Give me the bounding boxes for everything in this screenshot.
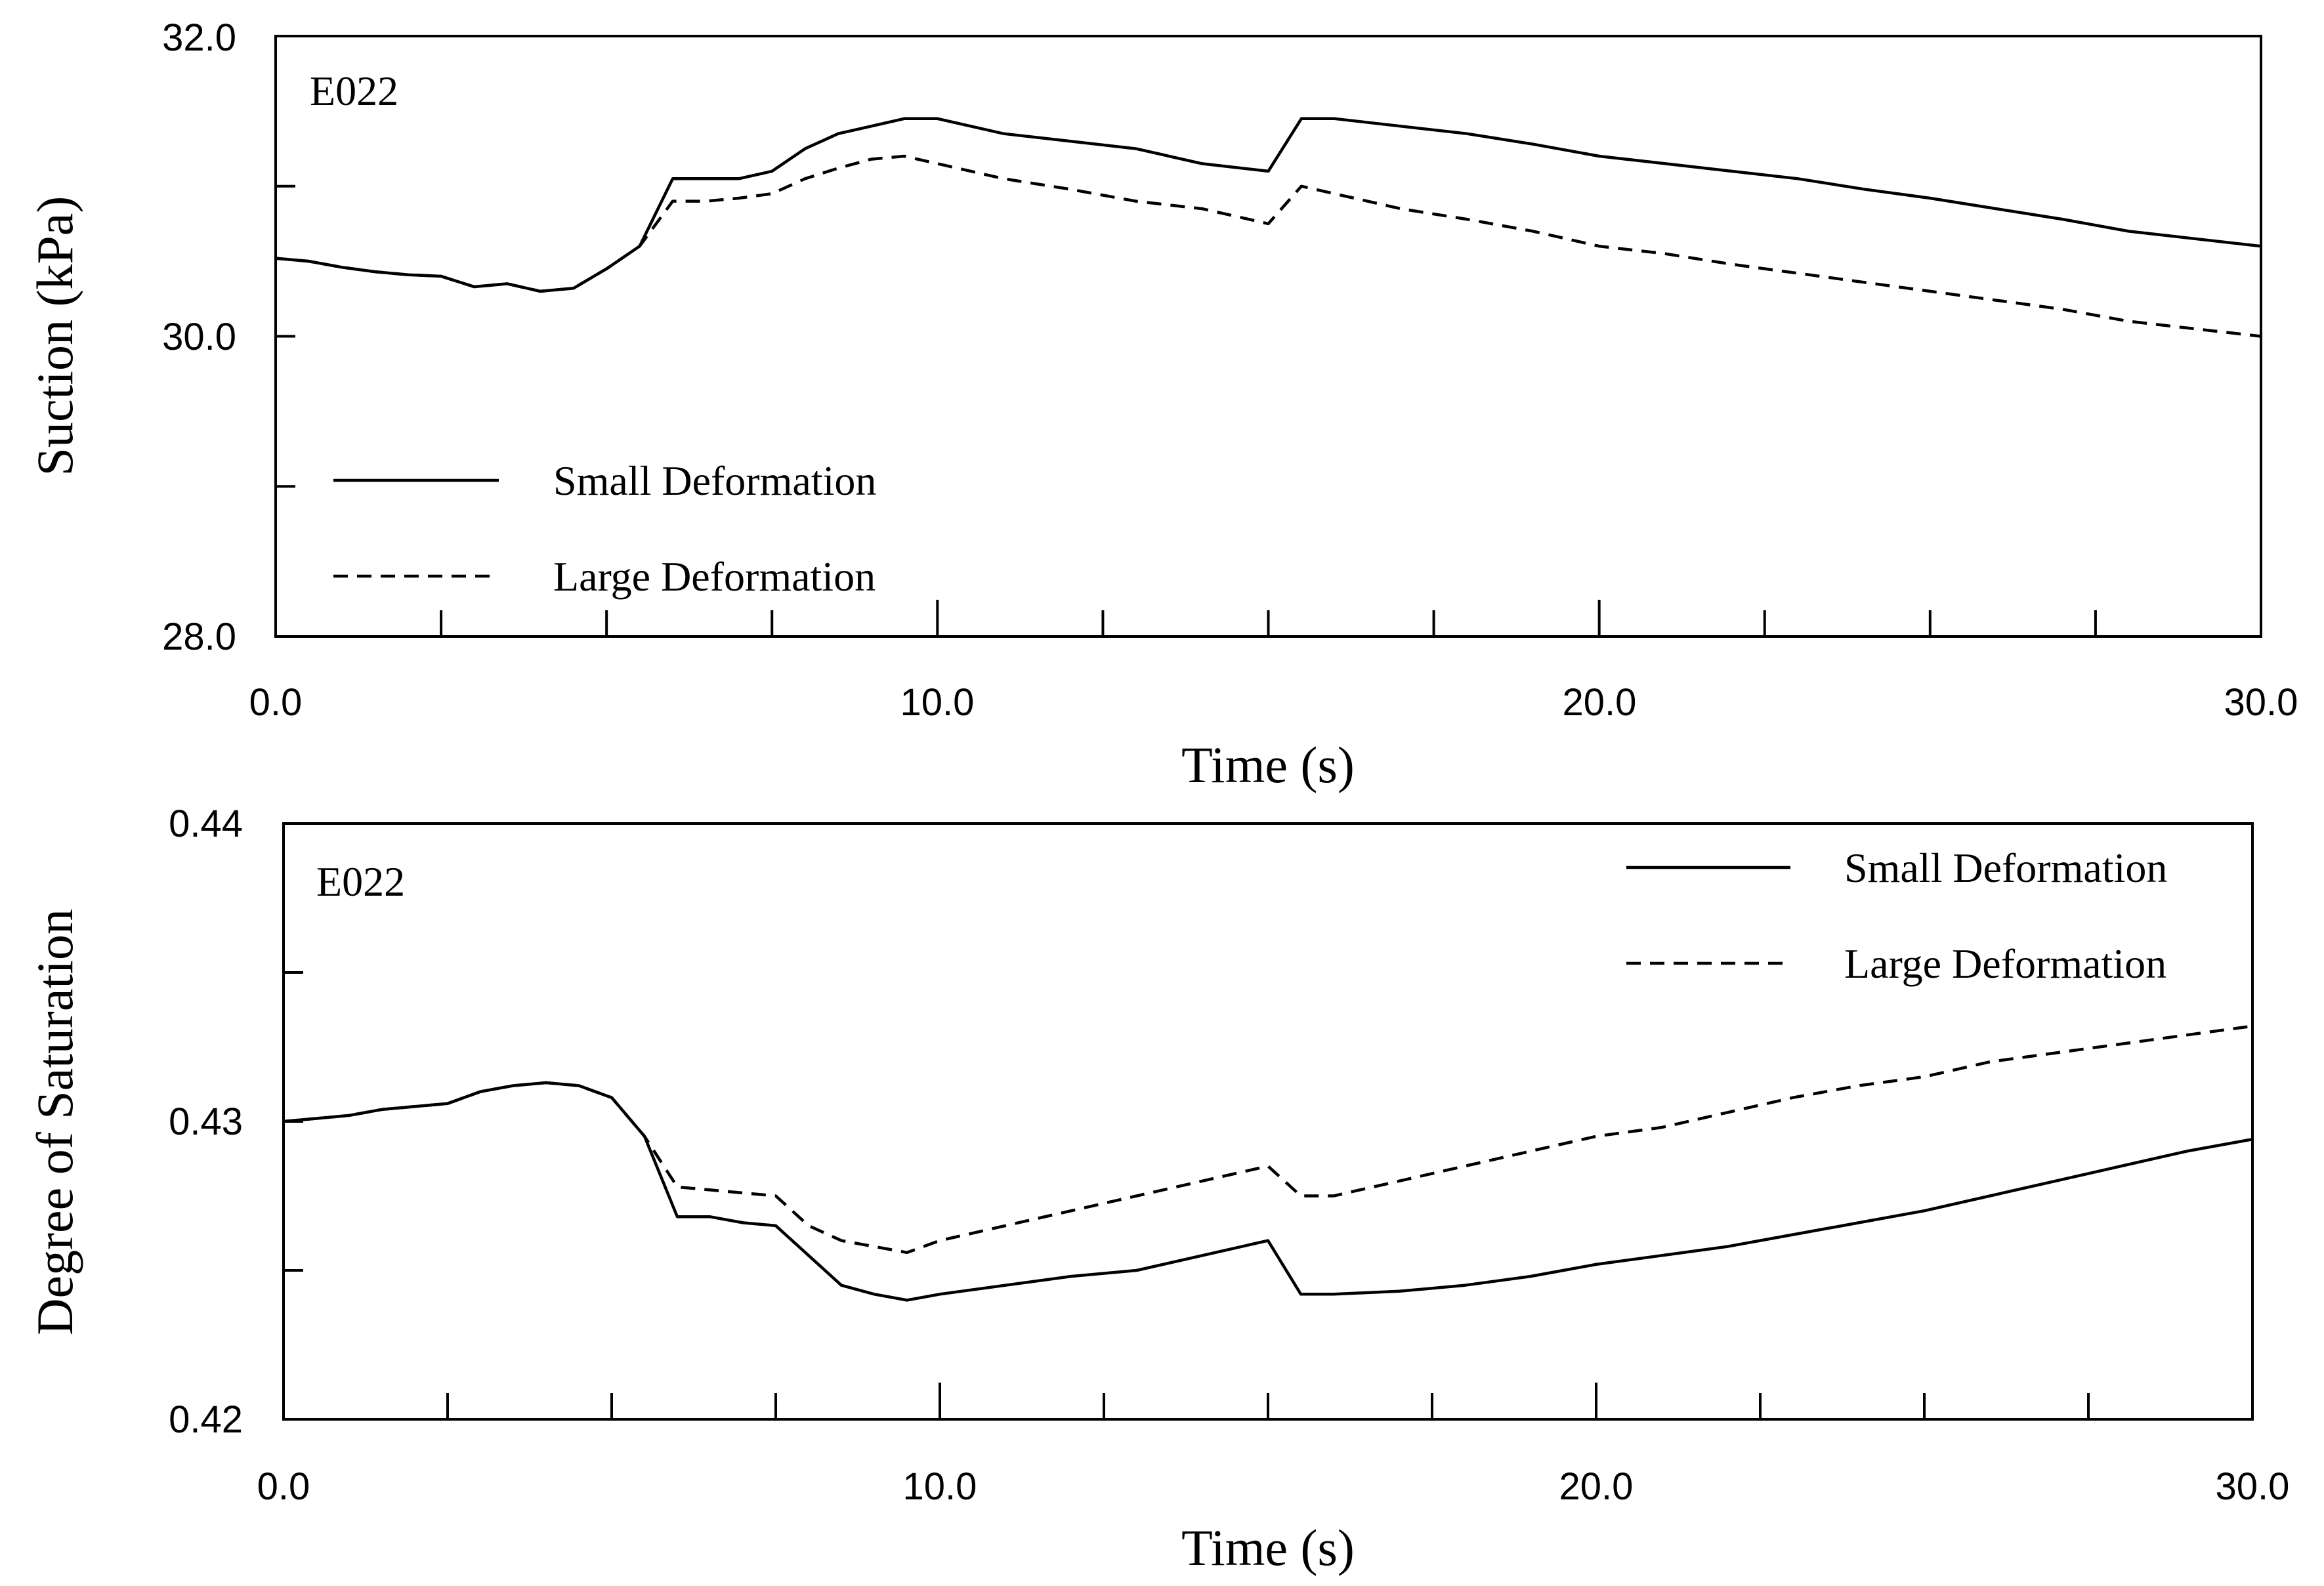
y-axis-title: Degree of Saturation bbox=[26, 909, 83, 1335]
x-tick-label: 30.0 bbox=[2224, 681, 2298, 724]
large-deformation-line bbox=[283, 1024, 2253, 1255]
legend-label: Small Deformation bbox=[553, 457, 876, 504]
panel-label: E022 bbox=[316, 858, 405, 905]
y-tick-label: 0.44 bbox=[169, 803, 243, 845]
saturation-chart: 0.0 10.0 20.0 30.0 0.42 0.43 0.44 Time (… bbox=[26, 803, 2289, 1576]
legend: Small Deformation Large Deformation bbox=[333, 457, 876, 600]
x-tick-label: 10.0 bbox=[900, 681, 975, 724]
y-tick-label: 0.42 bbox=[169, 1398, 243, 1441]
y-tick-label: 28.0 bbox=[162, 616, 236, 658]
small-deformation-line bbox=[283, 1081, 2253, 1302]
legend-label: Small Deformation bbox=[1844, 845, 2167, 891]
x-tick-label: 0.0 bbox=[249, 681, 303, 724]
panel-label: E022 bbox=[310, 68, 398, 114]
x-tick-label: 20.0 bbox=[1559, 1465, 1634, 1508]
series-group bbox=[275, 117, 2262, 338]
x-tick-label: 30.0 bbox=[2216, 1465, 2290, 1508]
legend-label: Large Deformation bbox=[1844, 940, 2166, 987]
y-tick-label: 30.0 bbox=[162, 316, 236, 358]
x-axis-ticks bbox=[274, 600, 2262, 636]
x-tick-label: 20.0 bbox=[1563, 681, 1637, 724]
x-tick-label: 0.0 bbox=[257, 1465, 310, 1508]
legend: Small Deformation Large Deformation bbox=[1626, 845, 2167, 987]
x-axis-ticks bbox=[282, 1383, 2254, 1419]
x-axis-title: Time (s) bbox=[1181, 1519, 1355, 1576]
suction-chart: 0.0 10.0 20.0 30.0 28.0 30.0 32.0 Time (… bbox=[26, 16, 2298, 793]
y-axis-ticks bbox=[276, 35, 295, 638]
plot-frame bbox=[274, 35, 2262, 638]
legend-label: Large Deformation bbox=[553, 553, 876, 600]
y-axis-title: Suction (kPa) bbox=[26, 196, 83, 476]
y-tick-label: 32.0 bbox=[162, 16, 236, 59]
x-tick-label: 10.0 bbox=[903, 1465, 977, 1508]
small-deformation-line bbox=[275, 117, 2262, 293]
large-deformation-line bbox=[275, 154, 2262, 338]
x-axis-title: Time (s) bbox=[1181, 736, 1355, 793]
plot-frame bbox=[282, 822, 2254, 1421]
y-tick-label: 0.43 bbox=[169, 1100, 243, 1143]
series-group bbox=[283, 1024, 2253, 1302]
